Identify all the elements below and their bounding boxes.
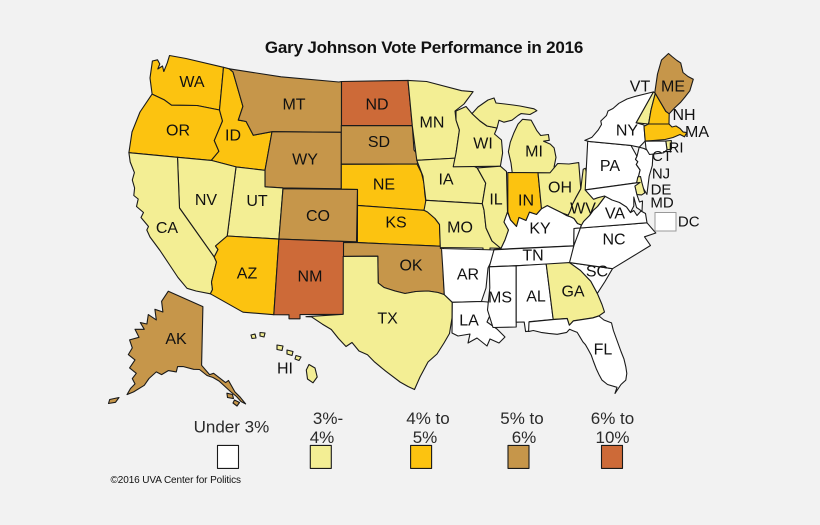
- svg-text:NY: NY: [616, 122, 639, 139]
- svg-text:SC: SC: [586, 263, 608, 280]
- svg-text:WV: WV: [570, 200, 596, 217]
- svg-text:MN: MN: [420, 114, 445, 131]
- svg-text:KS: KS: [385, 214, 406, 231]
- svg-text:MI: MI: [525, 143, 543, 160]
- svg-text:6%: 6%: [512, 428, 537, 447]
- svg-text:VA: VA: [605, 205, 625, 222]
- svg-text:NC: NC: [602, 231, 625, 248]
- svg-text:ID: ID: [225, 128, 241, 145]
- svg-text:KY: KY: [529, 220, 551, 237]
- svg-text:5%: 5%: [413, 428, 438, 447]
- svg-text:AZ: AZ: [237, 265, 258, 282]
- svg-text:DE: DE: [651, 182, 672, 199]
- svg-text:ME: ME: [661, 78, 685, 95]
- svg-text:UT: UT: [246, 193, 268, 210]
- svg-text:MA: MA: [685, 124, 709, 141]
- svg-text:NV: NV: [195, 192, 218, 209]
- svg-text:OR: OR: [166, 122, 190, 139]
- svg-text:TX: TX: [377, 310, 398, 327]
- svg-text:CT: CT: [652, 148, 672, 165]
- svg-text:FL: FL: [594, 341, 613, 358]
- svg-text:VT: VT: [630, 79, 651, 96]
- svg-text:OH: OH: [548, 179, 572, 196]
- svg-text:©2016 UVA Center for Politics: ©2016 UVA Center for Politics: [111, 475, 242, 486]
- svg-text:6% to: 6% to: [591, 409, 634, 428]
- svg-text:CO: CO: [306, 208, 330, 225]
- svg-text:RI: RI: [669, 140, 684, 157]
- svg-text:WA: WA: [179, 74, 205, 91]
- svg-text:NH: NH: [672, 107, 695, 124]
- svg-text:LA: LA: [459, 312, 479, 329]
- svg-text:AL: AL: [526, 288, 546, 305]
- svg-text:NM: NM: [298, 268, 323, 285]
- svg-text:4% to: 4% to: [406, 409, 449, 428]
- svg-text:MT: MT: [282, 96, 305, 113]
- svg-text:IA: IA: [438, 171, 453, 188]
- svg-text:10%: 10%: [595, 428, 629, 447]
- svg-text:AR: AR: [457, 266, 479, 283]
- svg-text:MD: MD: [650, 195, 673, 212]
- svg-text:5% to: 5% to: [500, 409, 543, 428]
- svg-text:MO: MO: [447, 219, 473, 236]
- svg-text:4%: 4%: [310, 428, 335, 447]
- svg-text:NE: NE: [373, 176, 395, 193]
- svg-text:DC: DC: [678, 214, 700, 231]
- svg-text:SD: SD: [368, 134, 390, 151]
- svg-text:IL: IL: [489, 191, 502, 208]
- svg-text:WY: WY: [292, 151, 318, 168]
- svg-text:GA: GA: [561, 283, 584, 300]
- svg-text:IN: IN: [518, 192, 534, 209]
- svg-text:Under 3%: Under 3%: [194, 417, 270, 436]
- svg-text:AK: AK: [165, 331, 187, 348]
- svg-text:Gary Johnson Vote Performance: Gary Johnson Vote Performance in 2016: [265, 38, 583, 57]
- svg-text:NJ: NJ: [652, 166, 670, 183]
- svg-text:PA: PA: [600, 158, 620, 175]
- svg-text:HI: HI: [277, 360, 293, 377]
- svg-text:WI: WI: [473, 135, 493, 152]
- svg-text:3%-: 3%-: [313, 409, 343, 428]
- svg-text:OK: OK: [399, 257, 422, 274]
- svg-text:TN: TN: [522, 247, 543, 264]
- svg-text:ND: ND: [365, 97, 388, 114]
- svg-text:MS: MS: [488, 289, 512, 306]
- svg-text:CA: CA: [156, 220, 179, 237]
